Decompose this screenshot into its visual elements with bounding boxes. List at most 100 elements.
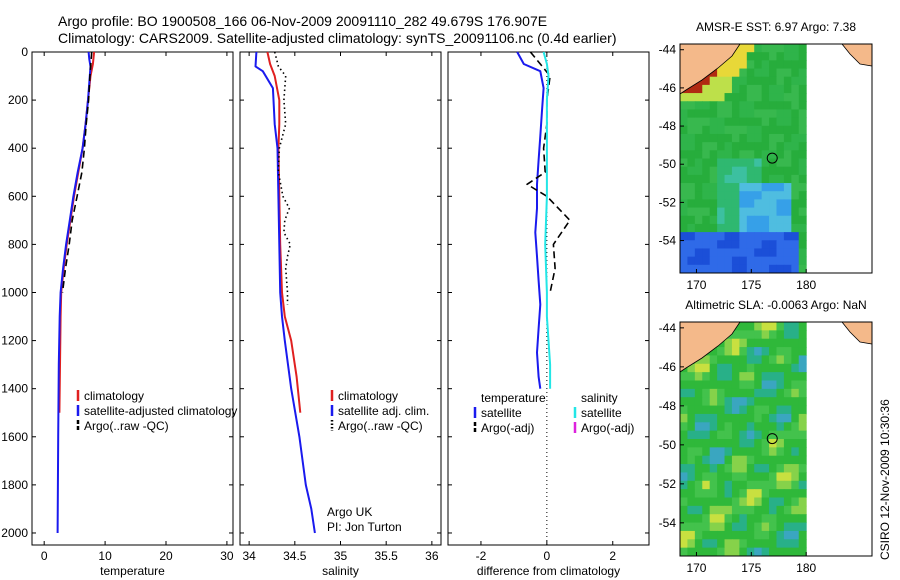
map-cell bbox=[687, 547, 696, 557]
map-cell bbox=[798, 76, 807, 86]
map-cell bbox=[702, 84, 711, 94]
map-cell bbox=[746, 539, 755, 549]
map-cell bbox=[731, 264, 740, 274]
map-cell bbox=[709, 84, 718, 94]
map-cell bbox=[783, 505, 792, 515]
map-cell bbox=[694, 133, 703, 143]
map-cell bbox=[709, 472, 718, 482]
map-cell bbox=[702, 430, 711, 440]
map-cell bbox=[746, 215, 755, 225]
map-cell bbox=[702, 372, 711, 381]
map-cell bbox=[680, 372, 688, 381]
map-cell bbox=[694, 464, 703, 473]
map-cell bbox=[746, 547, 755, 557]
map-cell bbox=[731, 547, 740, 557]
map-cell bbox=[754, 447, 763, 457]
map-cell bbox=[769, 522, 777, 532]
legend-label: Argo(-adj) bbox=[581, 421, 634, 435]
map-cell bbox=[709, 505, 718, 515]
map-cell bbox=[761, 117, 770, 127]
map-cell bbox=[724, 125, 733, 135]
lon-tick-label: 170 bbox=[686, 278, 706, 292]
map-cell bbox=[798, 68, 807, 78]
map-cell bbox=[798, 174, 807, 184]
map-cell bbox=[754, 223, 763, 233]
map-cell bbox=[746, 447, 755, 457]
map-cell bbox=[798, 439, 807, 448]
map-cell bbox=[769, 464, 777, 473]
map-cell bbox=[687, 166, 696, 176]
map-cell bbox=[724, 142, 733, 151]
map-cell bbox=[687, 522, 696, 532]
map-cell bbox=[709, 150, 718, 159]
map-cell bbox=[694, 174, 703, 184]
map-cell bbox=[798, 539, 807, 549]
map-cell bbox=[739, 413, 748, 423]
series-line-argo-raw-qc- bbox=[61, 51, 93, 293]
map-cell bbox=[687, 125, 696, 135]
map-cell bbox=[717, 347, 726, 356]
map-cell bbox=[783, 363, 792, 373]
map-cell bbox=[769, 215, 777, 225]
map-cell bbox=[776, 117, 785, 127]
map-cell bbox=[739, 489, 748, 498]
map-cell bbox=[761, 109, 770, 119]
map-cell bbox=[761, 207, 770, 217]
map-cell bbox=[761, 489, 770, 498]
map-cell bbox=[776, 174, 785, 184]
map-cell bbox=[783, 330, 792, 340]
map-cell bbox=[761, 142, 770, 151]
map-cell bbox=[731, 522, 740, 532]
profile-location-marker bbox=[766, 152, 778, 164]
map-cell bbox=[798, 447, 807, 457]
map-cell bbox=[709, 191, 718, 200]
map-cell bbox=[783, 52, 792, 61]
map-cell bbox=[680, 101, 688, 110]
map-cell bbox=[754, 248, 763, 258]
map-cell bbox=[769, 363, 777, 373]
map-cell bbox=[687, 472, 696, 482]
map-cell bbox=[769, 166, 777, 176]
map-cell bbox=[761, 397, 770, 407]
map-cell bbox=[791, 505, 800, 515]
map-cell bbox=[783, 215, 792, 225]
map-cell bbox=[680, 472, 688, 482]
map-cell bbox=[731, 380, 740, 390]
map-cell bbox=[783, 355, 792, 365]
map-cell bbox=[783, 264, 792, 274]
map-cell bbox=[776, 68, 785, 78]
map-cell bbox=[761, 174, 770, 184]
map-cell bbox=[709, 183, 718, 192]
y-tick-label: 1200 bbox=[1, 334, 28, 348]
map-cell bbox=[724, 489, 733, 498]
map-cell bbox=[776, 158, 785, 168]
map-cell bbox=[783, 207, 792, 217]
map-cell bbox=[717, 363, 726, 373]
map-cell bbox=[680, 447, 688, 457]
map-cell bbox=[724, 207, 733, 217]
map-cell bbox=[687, 101, 696, 110]
map-cell bbox=[776, 372, 785, 381]
map-cell bbox=[717, 256, 726, 266]
map-cell bbox=[739, 330, 748, 340]
map-cell bbox=[791, 405, 800, 415]
map-cell bbox=[717, 489, 726, 498]
map-cell bbox=[761, 76, 770, 86]
map-cell bbox=[724, 264, 733, 274]
map-cell bbox=[798, 199, 807, 209]
map-cell bbox=[776, 347, 785, 356]
map-cell bbox=[739, 142, 748, 151]
legend-header-temperature: temperature bbox=[481, 391, 546, 405]
map-cell bbox=[724, 248, 733, 258]
timestamp-stamp: CSIRO 12-Nov-2009 10:30:36 bbox=[878, 399, 892, 560]
map-cell bbox=[791, 322, 800, 331]
map-cell bbox=[702, 248, 711, 258]
map-cell bbox=[769, 207, 777, 217]
map-cell bbox=[746, 191, 755, 200]
y-tick-label: 1000 bbox=[1, 285, 28, 299]
map-cell bbox=[754, 439, 763, 448]
legend-label: satellite-adjusted climatology bbox=[84, 404, 237, 418]
map-cell bbox=[724, 158, 733, 168]
map-cell bbox=[717, 133, 726, 143]
map-cell bbox=[754, 322, 763, 331]
